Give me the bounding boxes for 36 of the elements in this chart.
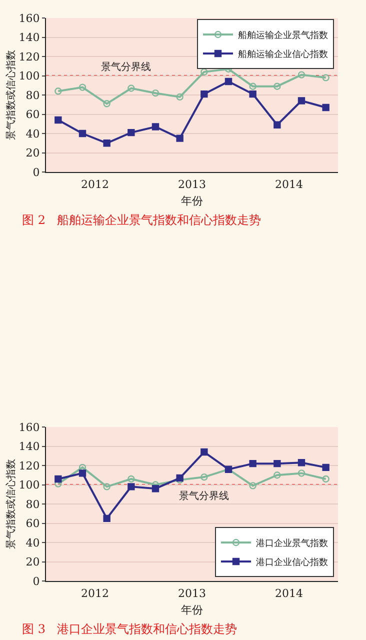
y-tick-label: 40 — [26, 127, 40, 140]
y-tick-label: 120 — [18, 50, 40, 64]
y-tick-label: 60 — [26, 108, 40, 122]
y-tick-label: 40 — [26, 536, 40, 550]
x-axis-title: 年份 — [181, 194, 203, 208]
legend-label: 港口企业信心指数 — [256, 557, 328, 568]
ref-line-label: 景气分界线 — [179, 490, 229, 502]
y-tick-label: 160 — [18, 420, 40, 434]
y-tick-label: 100 — [18, 70, 40, 83]
y-tick-label: 20 — [26, 146, 40, 160]
text: 2012 — [81, 178, 109, 191]
y-tick-label: 60 — [26, 517, 40, 530]
y-tick-label: 140 — [18, 31, 40, 44]
y-tick-label: 140 — [18, 440, 40, 454]
y-axis-title: 景气指数或信心指数 — [4, 50, 17, 140]
y-tick-label: 160 — [18, 12, 40, 25]
y-tick-label: 80 — [26, 498, 40, 511]
text: 2012 — [81, 587, 109, 600]
legend-label: 港口企业景气指数 — [256, 538, 328, 550]
text: 图 3 港口企业景气指数和信心指数走势 — [22, 622, 237, 636]
y-tick-label: 80 — [26, 88, 40, 102]
y-axis-title: 景气指数或信心指数 — [4, 459, 17, 549]
ref-line-label: 景气分界线 — [101, 61, 151, 73]
y-tick-label: 0 — [32, 574, 40, 588]
legend-label: 船舶运输企业景气指数 — [238, 30, 328, 42]
text: 2013 — [178, 178, 206, 191]
text: 2014 — [275, 178, 303, 191]
legend-label: 船舶运输企业信心指数 — [238, 49, 328, 60]
text: 2014 — [275, 587, 303, 600]
text: 2013 — [178, 587, 206, 600]
y-tick-label: 120 — [18, 459, 40, 472]
y-tick-label: 20 — [26, 556, 40, 569]
x-axis-title: 年份 — [181, 603, 203, 616]
text: 图 2 船舶运输企业景气指数和信心指数走势 — [22, 213, 261, 227]
y-tick-label: 0 — [32, 166, 40, 179]
y-tick-label: 100 — [18, 478, 40, 492]
